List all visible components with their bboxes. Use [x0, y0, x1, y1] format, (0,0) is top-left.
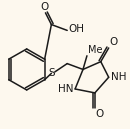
Text: Me: Me: [88, 45, 102, 55]
Text: O: O: [40, 2, 49, 12]
Text: NH: NH: [111, 72, 126, 82]
Text: S: S: [48, 68, 55, 78]
Text: HN: HN: [58, 84, 73, 94]
Text: O: O: [96, 110, 104, 119]
Text: O: O: [110, 37, 118, 47]
Text: OH: OH: [68, 24, 84, 34]
